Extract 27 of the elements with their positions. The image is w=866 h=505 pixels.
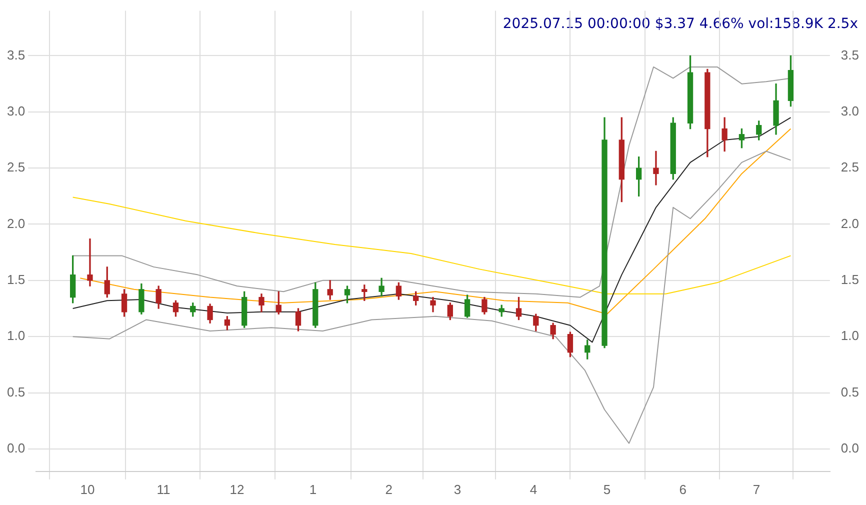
y2-tick-label: 2.0 [840, 216, 860, 231]
chart-title: 2025.07.15 00:00:00 $3.37 4.66% vol:158.9K 2.5x [502, 16, 858, 32]
y-tick-label: 2.5 [6, 160, 26, 175]
y-tick-label: 3.5 [6, 47, 26, 62]
y-tick-label: 2.0 [6, 216, 26, 231]
x-tick-label: 7 [752, 482, 760, 497]
x-tick-label: 1 [309, 482, 317, 497]
x-tick-label: 12 [230, 482, 244, 497]
x-tick-label: 4 [530, 482, 538, 497]
x-tick-label: 11 [156, 482, 170, 497]
y2-tick-label: 3.0 [840, 103, 860, 118]
y2-tick-label: 2.5 [840, 160, 860, 175]
x-tick-label: 5 [603, 482, 611, 497]
y2-tick-label: 3.5 [840, 47, 860, 62]
y2-tick-label: 0.5 [840, 384, 860, 400]
x-tick-label: 10 [80, 482, 95, 497]
x-tick-label: 2 [385, 482, 393, 497]
y2-tick-label: 1.5 [840, 272, 860, 287]
y2-tick-label: 1.0 [840, 328, 860, 344]
x-tick-label: 3 [454, 482, 462, 497]
x-tick-label: 6 [679, 482, 687, 497]
y-tick-label: 3.0 [6, 103, 26, 118]
y-tick-label: 0.5 [6, 384, 26, 400]
y-tick-label: 1.0 [6, 328, 26, 344]
y-tick-label: 1.5 [6, 272, 26, 287]
y2-tick-label: 0.0 [840, 440, 860, 456]
y-tick-label: 0.0 [6, 440, 26, 456]
